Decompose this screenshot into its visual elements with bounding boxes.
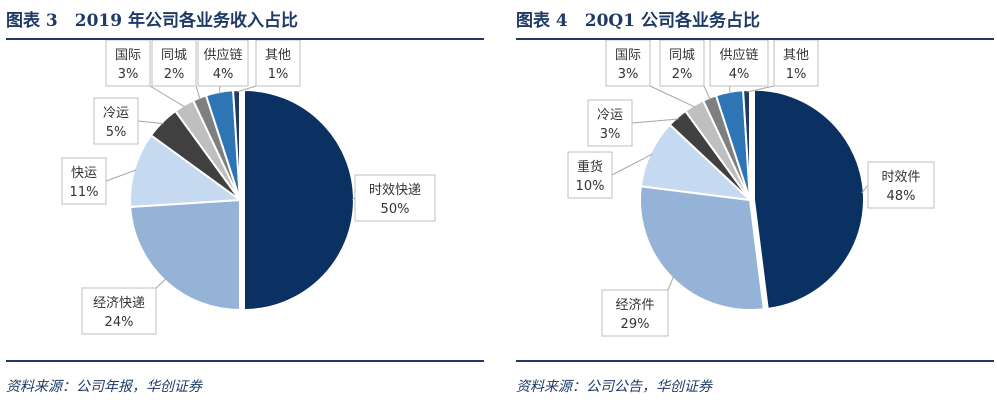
data-label-box-7 (255, 40, 301, 87)
chart-panel-left: 图表 3 2019 年公司各业务收入占比 时效快递 50% 经济快递 24% 快运 11%… (0, 0, 490, 411)
leader-line-5 (195, 85, 201, 100)
slice-value-3: 3% (600, 127, 621, 142)
leader-line-7 (236, 85, 257, 93)
slice-value-2: 10% (576, 179, 605, 194)
leader-line-0 (861, 184, 869, 194)
slice-label-4: 国际 (115, 48, 141, 63)
data-label-box-3 (587, 99, 633, 147)
source-note-left: 资料来源：公司年报，华创证券 (6, 379, 202, 395)
data-label-box-2 (61, 157, 107, 205)
slice-label-6: 供应链 (203, 47, 242, 63)
pie-slice-0 (243, 88, 355, 312)
slice-value-1: 24% (105, 315, 134, 330)
slice-value-1: 29% (621, 317, 650, 332)
slice-label-0: 时效件 (881, 170, 920, 185)
data-label-box-6 (197, 40, 249, 87)
pie-chart-right: 时效件 48% 经济件 29% 重货 10% 冷运 3% 国际 3% 同城 2% 供应链 4% 其他 1% (567, 40, 935, 337)
data-label-box-4 (105, 40, 151, 87)
leader-line-2 (105, 169, 137, 182)
leader-line-1 (667, 276, 675, 291)
slice-value-0: 50% (381, 202, 410, 217)
slice-value-5: 2% (164, 67, 185, 82)
leader-line-1 (155, 278, 167, 289)
data-label-box-7 (773, 40, 819, 87)
slice-label-2: 快运 (71, 166, 97, 181)
data-label-box-2 (567, 151, 613, 199)
leader-line-2 (611, 153, 653, 176)
slice-label-3: 冷运 (597, 108, 623, 123)
title-rule-left (6, 38, 484, 40)
data-label-box-1 (81, 287, 157, 335)
data-label-box-6 (709, 40, 769, 87)
slice-value-6: 4% (729, 67, 750, 82)
leader-line-5 (703, 85, 711, 100)
slice-value-4: 3% (618, 67, 639, 82)
pie-slice-7 (742, 88, 751, 201)
slice-label-1: 经济快递 (93, 296, 145, 311)
leader-line-3 (631, 118, 679, 124)
slice-value-3: 5% (106, 125, 127, 140)
data-label-box-3 (93, 97, 139, 145)
slice-label-1: 经济件 (615, 298, 654, 313)
data-label-box-0 (867, 161, 935, 209)
slice-value-0: 48% (887, 189, 916, 204)
chart-panel-right: 图表 4 20Q1 公司各业务占比 时效件 48% 经济件 29% 重货 10% 冷运 3% 国… (510, 0, 997, 411)
data-label-box-4 (605, 40, 651, 87)
leader-line-7 (746, 85, 775, 93)
slice-label-3: 冷运 (103, 106, 129, 121)
chart-title-right: 图表 4 20Q1 公司各业务占比 (516, 11, 760, 31)
leader-line-4 (149, 85, 186, 108)
pie-slice-1 (639, 185, 765, 311)
slice-value-2: 11% (70, 185, 99, 200)
slice-value-7: 1% (268, 67, 289, 82)
slice-label-2: 重货 (577, 159, 603, 175)
pie-chart-left: 时效快递 50% 经济快递 24% 快运 11% 冷运 5% 国际 3% 同城 2% 供应链 4% 其他 1% (61, 40, 436, 335)
slice-value-7: 1% (786, 67, 807, 82)
title-rule-right (516, 38, 994, 40)
leader-line-3 (137, 120, 164, 125)
slice-value-4: 3% (118, 67, 139, 82)
leader-line-4 (649, 85, 696, 108)
pie-slice-7 (232, 88, 241, 201)
source-note-right: 资料来源：公司公告，华创证券 (516, 379, 712, 395)
slice-label-5: 同城 (669, 48, 695, 63)
data-label-box-5 (659, 40, 705, 87)
pie-slice-2 (129, 133, 243, 208)
chart-title-left: 图表 3 2019 年公司各业务收入占比 (6, 11, 298, 31)
slice-label-6: 供应链 (719, 47, 758, 63)
pie-slice-0 (752, 88, 865, 310)
slice-label-7: 其他 (265, 48, 291, 63)
slice-value-6: 4% (213, 67, 234, 82)
data-label-box-0 (354, 174, 436, 222)
slice-label-7: 其他 (783, 48, 809, 63)
data-label-box-1 (601, 289, 669, 337)
source-rule-left (6, 360, 484, 362)
data-label-box-5 (151, 40, 197, 87)
source-rule-right (516, 360, 994, 362)
slice-value-5: 2% (672, 67, 693, 82)
slice-label-0: 时效快递 (369, 183, 421, 198)
slice-label-5: 同城 (161, 48, 187, 63)
slice-label-4: 国际 (615, 48, 641, 63)
